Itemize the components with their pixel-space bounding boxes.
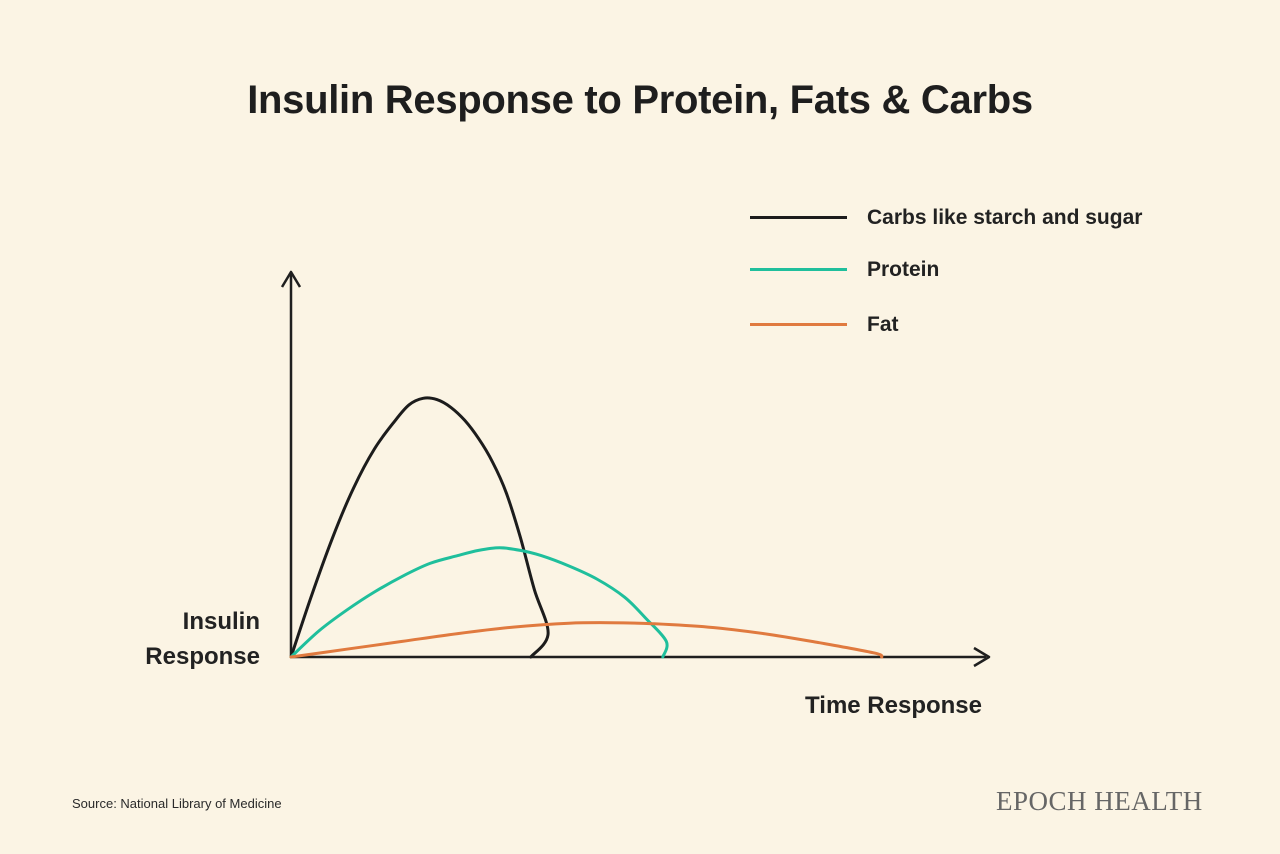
- series-line-carbs: [289, 396, 550, 659]
- source-note: Source: National Library of Medicine: [72, 796, 282, 811]
- legend-swatch-protein: [750, 268, 847, 271]
- legend-label-carbs: Carbs like starch and sugar: [867, 206, 1143, 229]
- series-line-fat: [289, 621, 884, 659]
- chart-title: Insulin Response to Protein, Fats & Carb…: [247, 78, 1033, 122]
- y-axis-label: Insulin Response: [145, 608, 260, 670]
- x-axis-label: Time Response: [805, 692, 982, 719]
- brand-logo: EPOCH HEALTH: [996, 786, 1203, 816]
- legend-swatch-fat: [750, 323, 847, 326]
- chart-axes: [280, 270, 991, 668]
- series-line-protein: [289, 546, 669, 659]
- x-axis-arrow: [973, 646, 991, 668]
- legend-label-protein: Protein: [867, 258, 940, 281]
- y-axis-arrow: [280, 270, 302, 288]
- legend-swatch-carbs: [750, 216, 847, 219]
- series-layer: [289, 396, 884, 659]
- legend-label-fat: Fat: [867, 313, 899, 336]
